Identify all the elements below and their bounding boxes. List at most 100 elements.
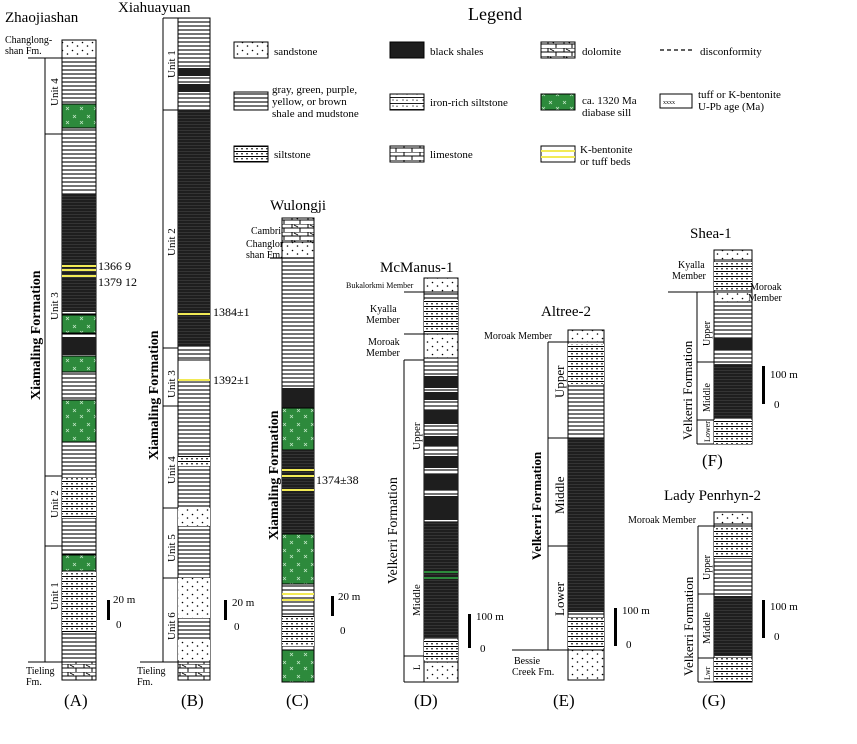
svg-text:0: 0 [774, 631, 780, 643]
column-a: Zhaojiashan Changlong- shan Fm. Unit 4 U… [5, 10, 137, 710]
svg-text:100 m: 100 m [476, 611, 504, 623]
legend-label: siltstone [274, 149, 311, 161]
legend-label: dolomite [582, 46, 621, 58]
scale-bar: 20 m 0 [224, 597, 255, 633]
svg-text:100 m: 100 m [622, 605, 650, 617]
legend: Legend sandstone black shales dolomite d… [233, 4, 784, 168]
member-label: Moroak Member [366, 337, 402, 359]
member-label: Kyalla Member [366, 304, 401, 326]
svg-text:0: 0 [626, 639, 632, 651]
formation-label: Velkerri Formation [529, 451, 544, 560]
legend-item-iron-siltstone: iron-rich siltstone [389, 93, 508, 111]
legend-label: ca. 1320 Ma diabase sill [582, 95, 639, 119]
kbentonite-swatch [540, 145, 576, 163]
column-title: Wulongji [270, 198, 326, 214]
column-f: Shea-1 Kyalla Member Moroak Member Upper… [668, 226, 798, 470]
iron-siltstone-swatch [389, 93, 425, 111]
subunit-label: Middle [702, 383, 713, 412]
legend-label: iron-rich siltstone [430, 97, 508, 109]
column-caption: (G) [702, 691, 726, 710]
column-title: Xiahuayuan [118, 0, 191, 16]
column-title: Zhaojiashan [5, 10, 79, 26]
colored-shale-swatch [233, 91, 269, 111]
base-unit-label: Tieling Fm. [137, 666, 168, 688]
member-label: Moroak Member [484, 331, 553, 342]
age-label: 1384±1 [213, 305, 250, 319]
legend-item-dolomite: dolomite [540, 41, 621, 59]
subunit-label: Upper [552, 365, 567, 398]
subunit-label: Lower [552, 581, 567, 616]
subunit-label: Lower [703, 421, 712, 442]
legend-item-diabase-sill: ca. 1320 Ma diabase sill [540, 93, 639, 119]
black-shales-swatch [389, 41, 425, 59]
formation-label: Xiamaling Formation [267, 410, 282, 540]
scale-bar: 100 m 0 [468, 611, 504, 655]
formation-label: Xiamaling Formation [147, 330, 162, 460]
subunit-label: Upper [702, 554, 713, 580]
formation-label: Velkerri Formation [386, 477, 401, 584]
column-caption: (A) [64, 691, 88, 710]
svg-text:0: 0 [234, 621, 240, 633]
svg-text:100 m: 100 m [770, 601, 798, 613]
unit-label: Unit 1 [166, 50, 178, 78]
column-title: McManus-1 [380, 260, 453, 276]
siltstone-swatch [233, 145, 269, 163]
scale-bar: 20 m 0 [331, 591, 361, 637]
top-unit-label: Changlong- shan Fm. [246, 239, 296, 261]
dolomite-swatch [540, 41, 576, 59]
subunit-label: L [412, 665, 422, 671]
sandstone-swatch [233, 41, 269, 59]
unit-label: Unit 3 [166, 370, 178, 398]
legend-item-sandstone: sandstone [233, 41, 318, 59]
formation-label: Velkerri Formation [680, 340, 695, 440]
scale-bar: 20 m 0 [107, 594, 136, 631]
legend-label: black shales [430, 46, 483, 58]
legend-label: tuff or K-bentonite U-Pb age (Ma) [698, 89, 784, 113]
age-label: 1366 9 [98, 259, 131, 273]
unit-label: Unit 1 [49, 582, 61, 610]
scale-bar: 100 m 0 [762, 600, 798, 643]
column-caption: (D) [414, 691, 438, 710]
column-d: McManus-1 Bukalorkmi Member Kyalla Membe… [346, 260, 504, 710]
unit-label: Unit 5 [166, 534, 178, 562]
unit-label: Unit 4 [166, 456, 178, 484]
svg-text:20 m: 20 m [338, 591, 361, 603]
diabase-sill-swatch [540, 93, 576, 111]
limestone-swatch [389, 145, 425, 163]
subunit-label: Middle [411, 584, 423, 616]
unit-label: Unit 3 [49, 292, 61, 320]
member-label: Bukalorkmi Member [346, 281, 414, 290]
legend-item-siltstone: siltstone [233, 145, 311, 163]
column-b: Xiahuayuan Unit 1 Unit 2 Unit 3 Unit 4 U… [118, 0, 255, 710]
column-c: Wulongji Cambrian Changlong- shan Fm. Xi… [246, 198, 361, 710]
svg-text:0: 0 [774, 399, 780, 411]
column-g: Lady Penrhyn-2 Moroak Member Upper Middl… [628, 488, 798, 710]
age-label: 1379 12 [98, 275, 137, 289]
unit-label: Unit 4 [49, 78, 61, 106]
member-label: Moroak Member [628, 515, 697, 526]
column-title: Shea-1 [690, 226, 732, 242]
subunit-label: Lwr [703, 666, 712, 680]
formation-label: Xiamaling Formation [29, 270, 44, 400]
legend-label: K-bentonite or tuff beds [580, 144, 635, 168]
legend-title: Legend [468, 4, 522, 24]
subunit-label: Middle [701, 612, 713, 644]
member-label: Moroak Member [748, 282, 784, 304]
subunit-label: Middle [552, 476, 567, 514]
legend-item-kbentonite: K-bentonite or tuff beds [540, 144, 635, 168]
svg-text:100 m: 100 m [770, 369, 798, 381]
column-caption: (C) [286, 691, 309, 710]
legend-label: sandstone [274, 46, 318, 58]
formation-label: Velkerri Formation [681, 576, 696, 676]
unit-label: Unit 2 [166, 228, 178, 256]
unit-label: Unit 2 [49, 490, 61, 518]
top-unit-label: Changlong- shan Fm. [5, 35, 55, 57]
legend-label: gray, green, purple, yellow, or brown sh… [272, 84, 360, 120]
svg-text:0: 0 [116, 619, 122, 631]
svg-text:20 m: 20 m [113, 594, 136, 606]
top-unit-label: Cambrian [251, 226, 290, 237]
legend-label: limestone [430, 149, 473, 161]
legend-label: disconformity [700, 46, 762, 58]
tuff-age-swatch-text: xxxx [663, 100, 675, 106]
